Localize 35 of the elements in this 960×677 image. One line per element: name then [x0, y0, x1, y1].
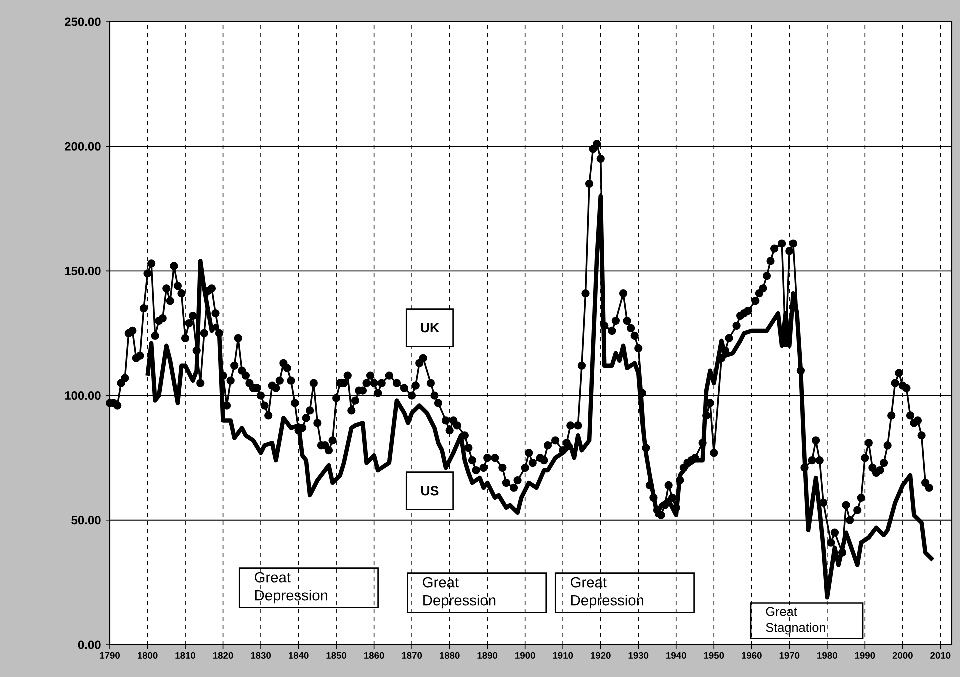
- x-tick-label: 1790: [100, 652, 120, 659]
- x-tick-label: 2010: [930, 652, 951, 659]
- y-tick-label: 0.00: [78, 640, 101, 650]
- x-tick-label: 1880: [440, 652, 460, 659]
- x-tick-label: 1820: [213, 652, 234, 659]
- x-tick-label: 1990: [855, 652, 876, 659]
- x-tick-label: 2000: [892, 652, 913, 659]
- x-tick-label: 1850: [326, 652, 347, 659]
- x-tick-label: 1940: [666, 652, 686, 659]
- x-tick-label: 1890: [478, 652, 498, 659]
- y-tick-label: 250.00: [65, 18, 101, 26]
- annotation: Great Depression: [423, 577, 496, 609]
- x-tick-label: 1910: [553, 652, 574, 659]
- x-tick-label: 1800: [138, 652, 158, 659]
- y-tick-label: 100.00: [65, 392, 101, 400]
- annotation: Great Depression: [571, 577, 644, 609]
- x-tick-label: 1930: [628, 652, 649, 659]
- x-tick-label: 1970: [780, 652, 800, 659]
- y-tick-label: 50.00: [72, 516, 101, 525]
- x-tick-label: 1920: [591, 652, 611, 659]
- x-tick-label: 1810: [176, 652, 196, 659]
- x-tick-label: 1950: [704, 652, 724, 659]
- y-tick-label: 150.00: [65, 266, 101, 276]
- annotation: Great Stagnation: [766, 607, 826, 635]
- x-tick-label: 1830: [251, 652, 272, 659]
- x-tick-label: 1980: [818, 652, 838, 659]
- y-tick-label: 200.00: [65, 142, 101, 151]
- annotation: Great Depression: [255, 572, 328, 604]
- series-label: US: [422, 486, 439, 496]
- x-tick-label: 1900: [516, 652, 536, 659]
- series-label: UK: [421, 323, 440, 333]
- x-tick-label: 1870: [402, 652, 422, 659]
- x-tick-label: 1840: [289, 652, 309, 659]
- x-tick-label: 1960: [742, 652, 762, 659]
- x-tick-label: 1860: [364, 652, 384, 659]
